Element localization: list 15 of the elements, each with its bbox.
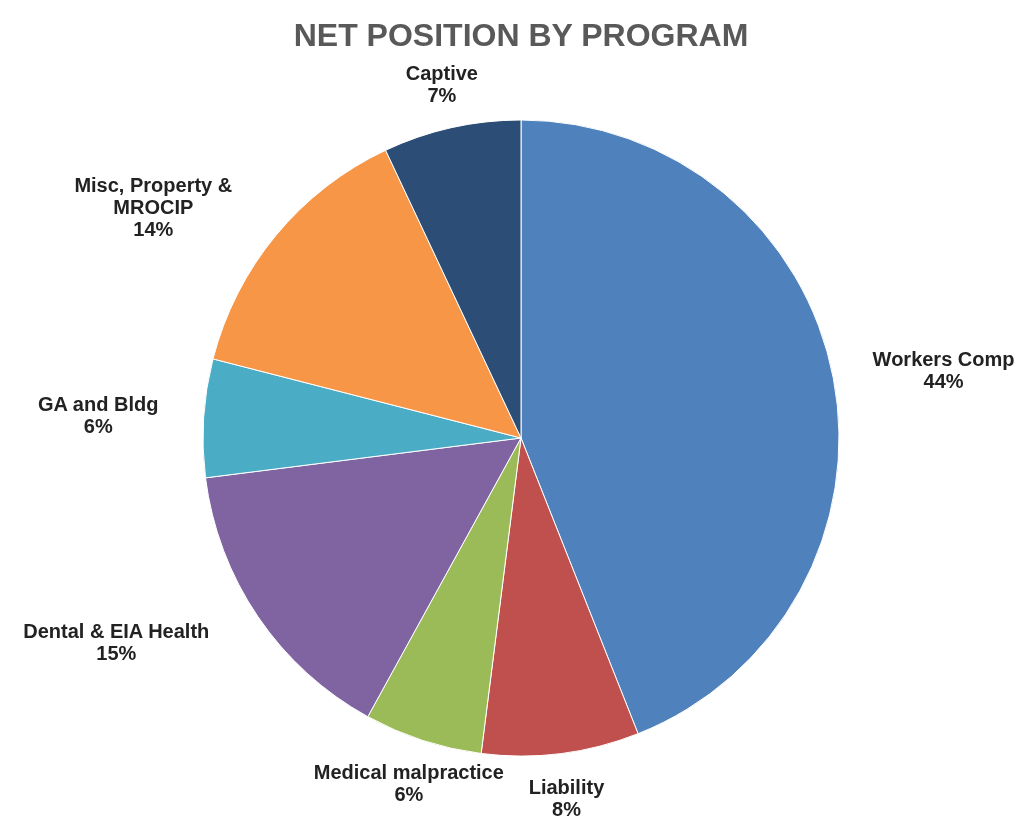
slice-label: Liability <box>528 776 606 799</box>
slice-label: Misc, Property & MROCIP <box>74 173 233 218</box>
data-label: 15% <box>96 642 137 665</box>
data-label: 7% <box>427 83 457 106</box>
chart-title: NET POSITION BY PROGRAM <box>293 17 749 53</box>
data-label: 14% <box>133 217 174 240</box>
data-label: 6% <box>394 783 424 806</box>
data-label: 8% <box>552 798 582 821</box>
slice-label: Captive <box>405 61 478 84</box>
slice-label: GA and Bldg <box>38 393 159 416</box>
data-label: 6% <box>83 415 113 438</box>
slice-label: Medical malpractice <box>313 761 504 784</box>
slice-label: Workers Comp <box>872 347 1015 370</box>
slice-label: Dental & EIA Health <box>23 620 210 643</box>
data-label: 44% <box>923 369 964 392</box>
